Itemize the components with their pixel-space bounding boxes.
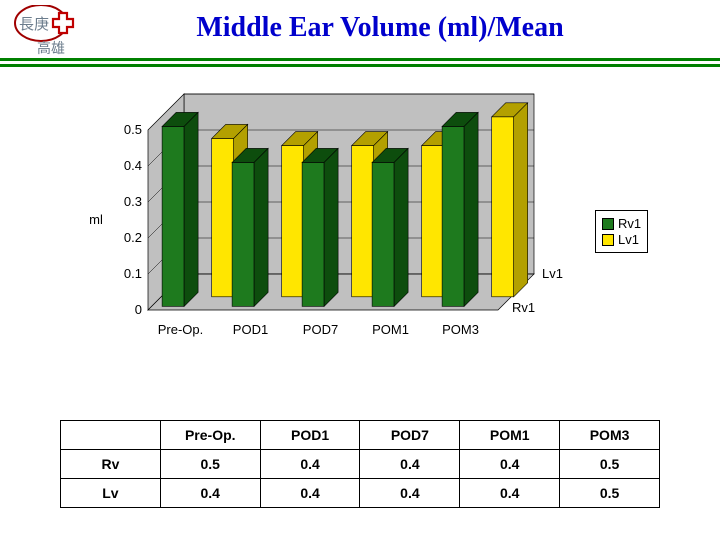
svg-text:0.4: 0.4 [124, 158, 142, 173]
svg-text:Pre-Op.: Pre-Op. [158, 322, 204, 337]
page-title: Middle Ear Volume (ml)/Mean [100, 12, 660, 44]
svg-text:0.2: 0.2 [124, 230, 142, 245]
data-table: Pre-Op.POD1POD7POM1POM3Rv0.50.40.40.40.5… [60, 420, 660, 508]
brand-text: 長庚 [19, 16, 49, 33]
chart-legend: Rv1Lv1 [595, 210, 648, 253]
svg-text:0: 0 [135, 302, 142, 317]
bar-chart-3d: 0 0.1 0.2 0.3 0.4 0.5 ml Pre-Op. POD1 POD7 POM1 POM… [60, 80, 660, 380]
svg-text:Lv1: Lv1 [542, 266, 563, 281]
svg-text:0.3: 0.3 [124, 194, 142, 209]
svg-text:POD1: POD1 [233, 322, 268, 337]
svg-text:POD7: POD7 [303, 322, 338, 337]
logo-subtext: 高雄 [37, 40, 65, 56]
svg-text:Rv1: Rv1 [512, 300, 535, 315]
svg-text:0.1: 0.1 [124, 266, 142, 281]
svg-text:POM1: POM1 [372, 322, 409, 337]
svg-text:0.5: 0.5 [124, 122, 142, 137]
svg-text:POM3: POM3 [442, 322, 479, 337]
divider [0, 58, 720, 67]
hospital-logo: 長庚 高雄 [5, 5, 83, 65]
svg-text:ml: ml [89, 212, 103, 227]
